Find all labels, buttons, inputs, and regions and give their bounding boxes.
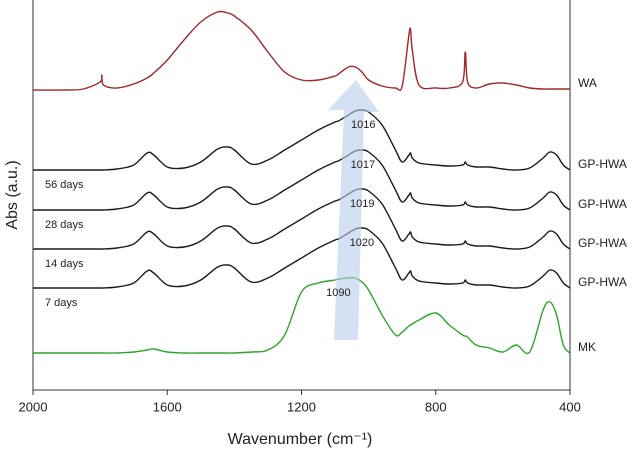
peak-label: 1019 — [350, 198, 374, 210]
x-tick-label: 1600 — [153, 399, 182, 414]
peak-label: 1016 — [351, 119, 375, 131]
series-label: GP-HWA — [578, 275, 627, 289]
age-label: 14 days — [45, 258, 84, 270]
spectrum — [32, 10, 570, 92]
series-label: MK — [578, 340, 596, 354]
y-axis-label: Abs (a.u.) — [4, 160, 21, 229]
spectrum — [33, 227, 571, 289]
x-tick-label: 800 — [425, 399, 447, 414]
series-label: GP-HWA — [578, 236, 627, 250]
peak-label: 1090 — [326, 287, 350, 299]
age-label: 56 days — [45, 179, 84, 191]
x-tick-label: 1200 — [287, 399, 316, 414]
series-label: WA — [578, 76, 597, 90]
curves — [32, 10, 571, 355]
spectrum — [33, 109, 571, 171]
x-axis-label: Wavenumber (cm⁻¹) — [228, 431, 373, 448]
x-tick-label: 2000 — [19, 399, 48, 414]
age-label: 7 days — [45, 297, 78, 309]
spectrum — [32, 149, 571, 211]
trend-arrow — [328, 80, 379, 340]
spectrum — [33, 188, 571, 250]
series-label: GP-HWA — [578, 197, 627, 211]
peak-label: 1020 — [350, 237, 374, 249]
series-label: GP-HWA — [578, 157, 627, 171]
x-tick-label: 400 — [559, 399, 581, 414]
spectrum — [33, 276, 571, 355]
peak-label: 1017 — [351, 159, 375, 171]
age-label: 28 days — [45, 219, 84, 231]
